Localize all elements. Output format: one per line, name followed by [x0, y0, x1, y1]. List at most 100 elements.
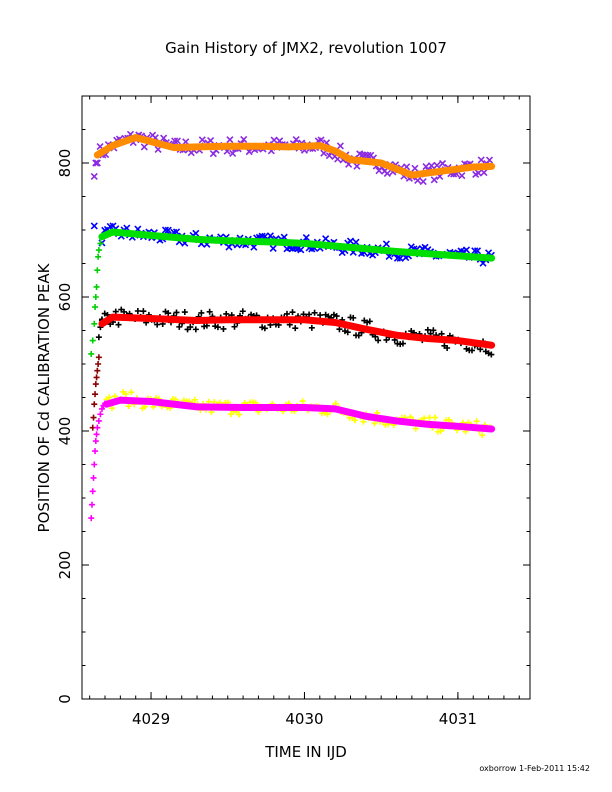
- data-point: [89, 488, 96, 495]
- data-point: [317, 312, 324, 319]
- data-point: [396, 254, 404, 262]
- plot-frame: [81, 95, 531, 700]
- data-point: [306, 311, 313, 318]
- data-point: [385, 252, 393, 261]
- data-point: [91, 320, 98, 327]
- data-point: [92, 294, 99, 300]
- data-point: [299, 398, 306, 405]
- data-point: [438, 330, 445, 337]
- data-point: [266, 232, 274, 240]
- data-point: [419, 177, 427, 186]
- data-point: [223, 310, 230, 317]
- data-point: [283, 310, 290, 317]
- data-point: [336, 142, 344, 150]
- data-point: [480, 169, 488, 177]
- data-point: [317, 136, 325, 144]
- data-point: [92, 391, 99, 398]
- data-point: [198, 136, 206, 144]
- data-point: [477, 346, 484, 353]
- y-tick-label: 800: [56, 149, 74, 178]
- data-point: [94, 424, 101, 431]
- data-point: [173, 137, 181, 145]
- data-point: [433, 161, 441, 169]
- data-point: [432, 414, 439, 421]
- data-point: [325, 152, 333, 160]
- data-point: [214, 324, 221, 331]
- data-point: [322, 235, 330, 243]
- data-point: [140, 308, 147, 315]
- data-point: [95, 417, 102, 424]
- data-point: [187, 324, 194, 331]
- data-point: [154, 321, 161, 328]
- data-point: [364, 151, 372, 159]
- data-point: [424, 326, 431, 333]
- data-point: [383, 169, 391, 177]
- data-point: [292, 135, 300, 144]
- data-point: [289, 309, 296, 316]
- data-point: [485, 156, 494, 164]
- data-point: [292, 325, 299, 332]
- data-point: [95, 334, 102, 341]
- data-point: [427, 162, 436, 170]
- data-point: [479, 432, 486, 439]
- data-point: [411, 164, 419, 172]
- data-point: [366, 318, 373, 325]
- data-point: [94, 267, 101, 274]
- data-point: [344, 329, 351, 336]
- data-point: [473, 247, 482, 255]
- data-point: [372, 333, 379, 340]
- data-point: [92, 448, 99, 455]
- data-point: [430, 327, 437, 334]
- data-point: [239, 308, 246, 315]
- data-point: [181, 309, 188, 316]
- data-point: [93, 159, 101, 167]
- data-point: [115, 321, 122, 328]
- data-point: [97, 411, 104, 418]
- data-point: [88, 515, 95, 522]
- data-point: [474, 169, 483, 177]
- data-point: [488, 351, 495, 358]
- data-point: [430, 176, 438, 184]
- data-point: [352, 238, 360, 246]
- footer-credit: oxborrow 1-Feb-2011 15:42: [479, 764, 590, 773]
- data-point: [95, 247, 102, 254]
- data-point: [421, 415, 428, 422]
- data-point: [92, 159, 100, 167]
- data-point: [371, 420, 378, 427]
- data-point: [93, 283, 100, 290]
- data-point: [192, 326, 199, 333]
- data-point: [269, 244, 277, 252]
- data-point: [90, 172, 98, 180]
- y-tick-label: 200: [56, 551, 74, 580]
- data-point: [297, 246, 305, 254]
- data-point: [90, 474, 97, 481]
- y-tick-label: 600: [56, 283, 74, 312]
- data-point: [140, 143, 148, 151]
- data-point: [88, 501, 95, 508]
- data-point: [122, 391, 129, 398]
- data-point: [270, 136, 278, 144]
- data-point: [422, 163, 430, 171]
- data-point: [471, 247, 479, 255]
- data-point: [458, 172, 466, 180]
- data-point: [426, 414, 433, 421]
- data-point: [412, 425, 419, 432]
- data-point: [121, 308, 128, 315]
- series-line: [98, 313, 496, 349]
- data-point: [98, 405, 105, 412]
- data-point: [333, 313, 340, 320]
- data-point: [250, 243, 258, 251]
- data-point: [165, 310, 172, 317]
- data-point: [134, 307, 141, 314]
- data-point: [308, 324, 315, 331]
- x-tick-label: 4030: [285, 710, 323, 728]
- data-point: [94, 367, 101, 374]
- data-point: [95, 354, 102, 361]
- series-line: [103, 396, 496, 433]
- data-point: [324, 411, 331, 418]
- data-point: [93, 374, 100, 381]
- data-point: [88, 350, 95, 357]
- data-point: [93, 431, 100, 438]
- data-point: [92, 304, 99, 311]
- data-point: [353, 162, 361, 170]
